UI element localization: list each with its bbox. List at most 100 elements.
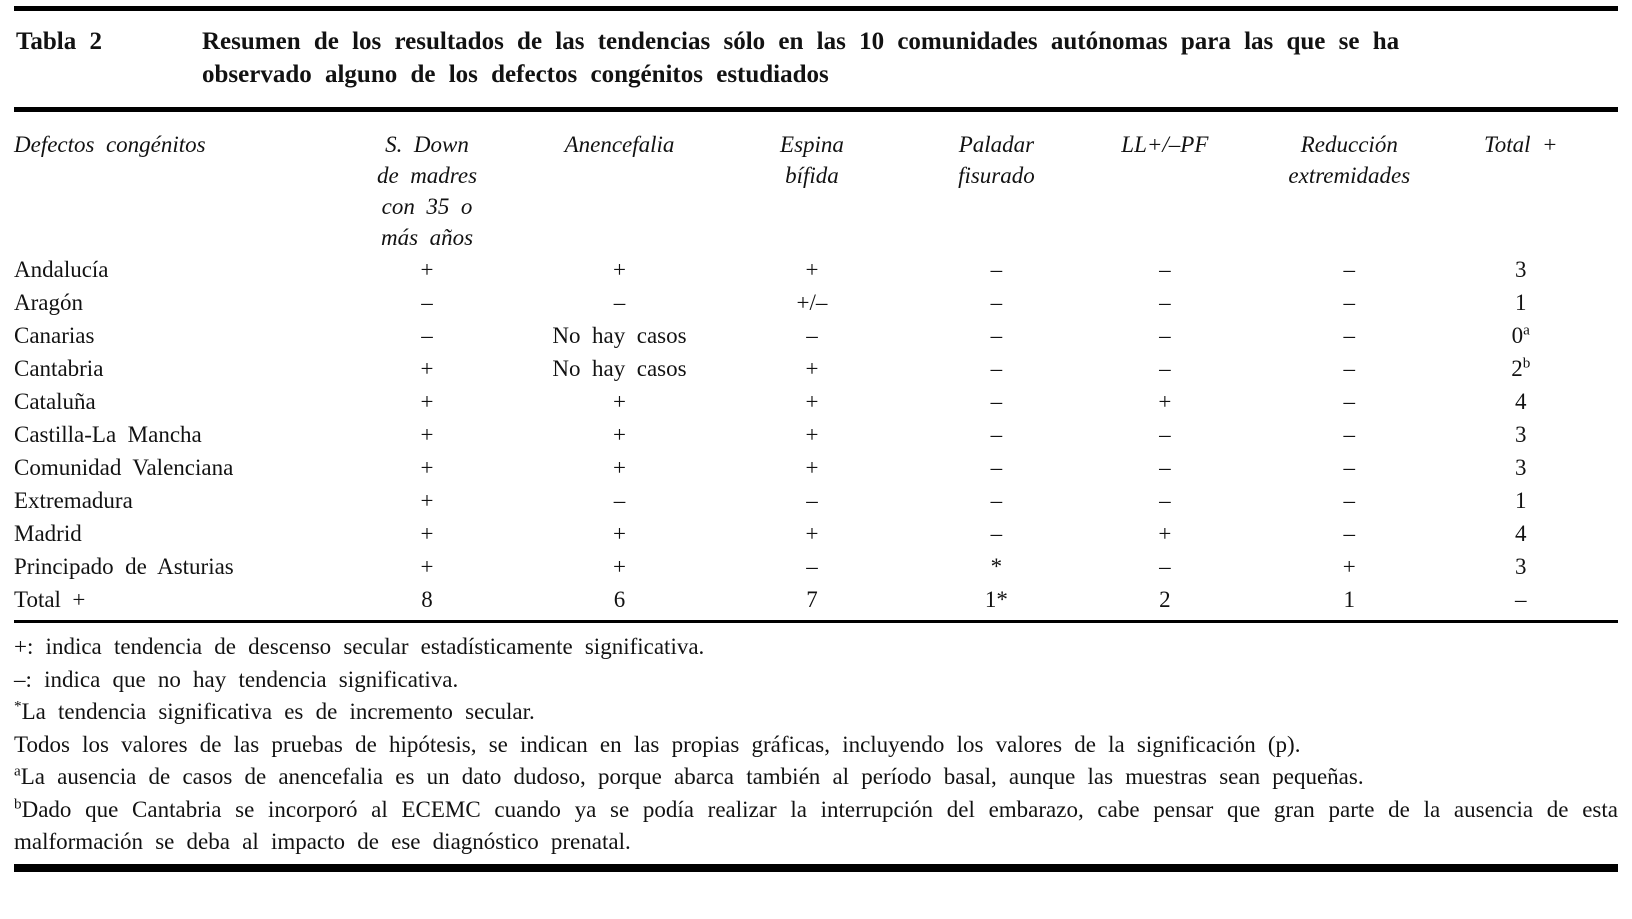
table-cell: – — [806, 553, 818, 579]
table-cell: + — [1158, 520, 1172, 546]
table-row: Aragón – – +/– – – – 1 — [14, 286, 1618, 319]
table-cell: – — [1159, 487, 1171, 513]
table-cell: – — [1515, 586, 1527, 612]
table-row: Andalucía + + + – – – 3 — [14, 253, 1618, 286]
table-row: Total + 8 6 7 1* 2 1 – — [14, 583, 1618, 616]
table-cell: No hay casos — [552, 355, 687, 381]
table-cell: + — [613, 454, 626, 480]
table-row: Extremadura + – – – – – 1 — [14, 484, 1618, 517]
column-header: S. Down de madres con 35 o más años — [335, 129, 519, 253]
table-body: Andalucía + + + – – – 3 Aragón – – +/– – – – 1 Canarias –… — [14, 253, 1618, 616]
table-cell: + — [420, 553, 434, 579]
table-cell: 0a — [1511, 320, 1530, 348]
table-cell: 3 — [1515, 256, 1527, 282]
column-header-line: Paladar — [958, 132, 1035, 157]
table-cell: – — [613, 289, 626, 315]
footnote: bDado que Cantabria se incorporó al ECEM… — [14, 794, 1618, 854]
table-title: Resumen de los resultados de las tendenc… — [202, 28, 1400, 88]
table-cell: + — [805, 256, 819, 282]
table-cell: – — [1159, 553, 1171, 579]
table-caption: Tabla 2 Resumen de los resultados de las… — [14, 11, 1618, 107]
table-cell: + — [805, 355, 819, 381]
table-cell: – — [806, 487, 818, 513]
table-cell: – — [1343, 421, 1356, 447]
column-header-line: fisurado — [958, 163, 1035, 188]
column-header-line: bífida — [785, 163, 839, 188]
table-row: Castilla-La Mancha + + + – – – 3 — [14, 418, 1618, 451]
table-cell: 8 — [421, 586, 433, 612]
column-header: Paladar fisurado — [904, 129, 1088, 253]
row-label: Madrid — [14, 520, 82, 546]
row-label: Extremadura — [14, 487, 133, 513]
table-cell: + — [420, 520, 434, 546]
column-header-line: Total + — [1484, 132, 1558, 157]
row-label: Total + — [14, 586, 86, 612]
table-cell: – — [1343, 256, 1356, 282]
column-header: Total + — [1458, 129, 1618, 253]
footnote: *La tendencia significativa es de increm… — [14, 697, 535, 724]
table-cell: + — [420, 421, 434, 447]
column-header-line: LL+/–PF — [1121, 132, 1209, 157]
table-cell: No hay casos — [552, 322, 687, 348]
table-cell: – — [1343, 487, 1356, 513]
row-label: Cataluña — [14, 388, 96, 414]
table-cell: – — [1343, 454, 1356, 480]
table-cell: + — [613, 520, 626, 546]
table-cell: 4 — [1515, 388, 1527, 414]
row-label: Principado de Asturias — [14, 553, 234, 579]
table-cell: – — [990, 256, 1003, 282]
table-number: Tabla 2 — [16, 28, 102, 55]
table-cell: – — [1159, 355, 1171, 381]
top-rule — [14, 6, 1618, 11]
column-header-line: S. Down — [385, 132, 469, 157]
row-label: Comunidad Valenciana — [14, 454, 234, 480]
table-row: Principado de Asturias + + – * – +3 — [14, 550, 1618, 583]
table-cell: – — [990, 520, 1003, 546]
column-header-line: extremidades — [1288, 163, 1411, 188]
table-cell: 4 — [1515, 520, 1527, 546]
table-cell: * — [990, 553, 1003, 579]
table-cell: – — [1343, 289, 1356, 315]
table-cell: 1* — [984, 586, 1008, 612]
table-cell: – — [990, 289, 1003, 315]
table-cell: – — [421, 289, 433, 315]
column-header-line: de madres — [376, 163, 478, 188]
table-cell: + — [613, 421, 626, 447]
row-label: Andalucía — [14, 256, 109, 282]
table-cell: 2b — [1511, 353, 1531, 381]
footnote: aLa ausencia de casos de anencefalia es … — [14, 762, 1364, 789]
table-row: Canarias – No hay casos – – – – 0a — [14, 319, 1618, 352]
table-cell: + — [805, 520, 819, 546]
table-cell: + — [613, 388, 626, 414]
row-label: Canarias — [14, 322, 95, 348]
table-cell: – — [1343, 355, 1356, 381]
footnote: –: indica que no hay tendencia significa… — [14, 666, 459, 692]
table-cell: 2 — [1159, 586, 1171, 612]
row-label: Aragón — [14, 289, 83, 315]
table-cell: – — [1159, 322, 1171, 348]
table-cell: – — [421, 322, 433, 348]
table-cell: + — [805, 388, 819, 414]
table-cell: – — [990, 388, 1003, 414]
table-cell: – — [990, 355, 1003, 381]
table-cell: – — [1159, 289, 1171, 315]
caption-rule — [14, 107, 1618, 112]
table-cell: + — [420, 388, 434, 414]
table-cell: + — [420, 256, 434, 282]
column-header: Espina bífida — [720, 129, 904, 253]
table-row: Cataluña + + + – + – 4 — [14, 385, 1618, 418]
table-cell: – — [990, 322, 1003, 348]
column-header-line: Espina — [780, 132, 844, 157]
row-label: Cantabria — [14, 355, 104, 381]
table-cell: + — [613, 256, 626, 282]
table-cell: – — [613, 487, 626, 513]
table-cell: – — [1159, 421, 1171, 447]
table-cell: + — [805, 421, 819, 447]
footnote-rule — [14, 620, 1618, 623]
column-header: Reducción extremidades — [1241, 129, 1458, 253]
trends-table: Defectos congénitos S. Down de madres con … — [14, 129, 1618, 616]
header-row: Defectos congénitos S. Down de madres con … — [14, 129, 1618, 253]
row-label: Castilla-La Mancha — [14, 421, 202, 447]
table-cell: + — [420, 487, 434, 513]
